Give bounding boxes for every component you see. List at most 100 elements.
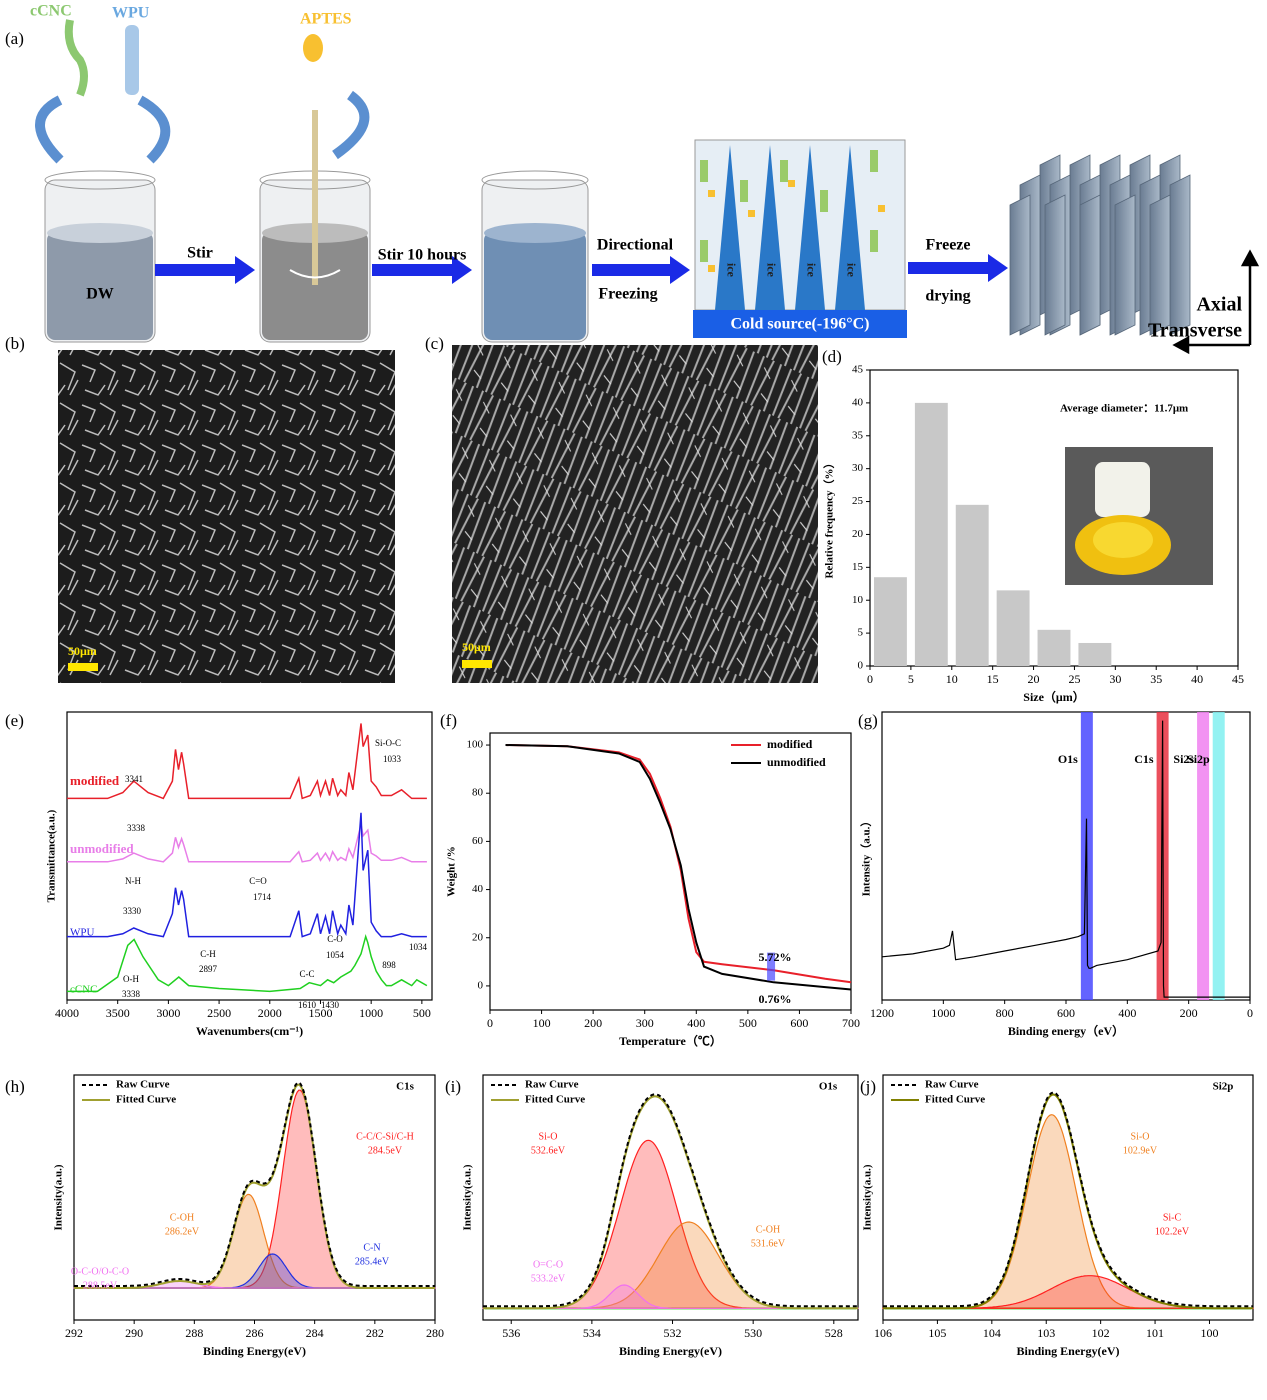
y-tick-label: 100 bbox=[467, 739, 484, 751]
y-tick-label: 10 bbox=[852, 594, 864, 606]
x-tick-label: 292 bbox=[65, 1326, 83, 1340]
label: Directional bbox=[597, 237, 674, 254]
annotation: O-H bbox=[123, 974, 139, 984]
x-tick-label: 100 bbox=[533, 1016, 551, 1030]
x-tick-label: 0 bbox=[1247, 1006, 1253, 1020]
bar bbox=[914, 402, 948, 666]
x-tick-label: 200 bbox=[584, 1016, 602, 1030]
x-tick-label: 5 bbox=[908, 672, 914, 686]
panel-label: (g) bbox=[858, 711, 878, 730]
x-tick-label: 288 bbox=[185, 1326, 203, 1340]
series-label: unmodified bbox=[70, 841, 134, 856]
annotation: 898 bbox=[382, 960, 396, 970]
panel-label: (d) bbox=[822, 347, 842, 366]
scale-label: 50μm bbox=[462, 640, 491, 654]
legend-label: Fitted Curve bbox=[925, 1094, 985, 1106]
peak-label: C-OH bbox=[170, 1212, 194, 1223]
scale-label: 50μm bbox=[68, 644, 97, 658]
label: cCNC bbox=[30, 3, 72, 20]
legend-label: Fitted Curve bbox=[525, 1094, 585, 1106]
label: WPU bbox=[112, 5, 150, 22]
peak-label: 102.9eV bbox=[1123, 1145, 1158, 1156]
x-tick-label: 10 bbox=[946, 672, 958, 686]
label: Freeze bbox=[926, 237, 971, 254]
x-tick-label: 0 bbox=[487, 1016, 493, 1030]
x-tick-label: 400 bbox=[1118, 1006, 1136, 1020]
curved-arrow bbox=[332, 90, 370, 160]
y-tick-label: 60 bbox=[472, 835, 484, 847]
bar bbox=[996, 590, 1030, 666]
band bbox=[1197, 712, 1210, 1000]
y-tick-label: 45 bbox=[852, 364, 864, 376]
peak-label: 531.6eV bbox=[751, 1238, 786, 1249]
raw-curve bbox=[883, 1091, 1253, 1308]
x-axis-label: Binding Energy(eV) bbox=[619, 1344, 722, 1358]
y-tick-label: 40 bbox=[472, 883, 484, 895]
curved-arrow bbox=[137, 95, 171, 164]
direction-axes bbox=[1172, 249, 1260, 355]
x-tick-label: 700 bbox=[842, 1016, 860, 1030]
x-tick-label: 104 bbox=[983, 1326, 1001, 1340]
y-tick-label: 15 bbox=[852, 561, 864, 573]
fit-component bbox=[882, 1275, 1254, 1309]
band bbox=[1212, 712, 1225, 1000]
x-axis-label: Binding energy（eV） bbox=[1008, 1023, 1124, 1038]
panel-label: (j) bbox=[860, 1077, 876, 1096]
fit-component bbox=[882, 1114, 1254, 1309]
panel-label: (f) bbox=[440, 711, 457, 730]
label: Stir bbox=[187, 245, 213, 262]
peak-label: C-N bbox=[363, 1242, 380, 1253]
curved-arrow bbox=[35, 95, 64, 164]
x-tick-label: 45 bbox=[1232, 672, 1244, 686]
y-axis-label: Intensity(a.u.) bbox=[53, 1164, 65, 1230]
peak-label: 533.2eV bbox=[531, 1273, 566, 1284]
peak-label: Si-O bbox=[539, 1131, 558, 1142]
plot-frame bbox=[489, 732, 852, 1011]
x-tick-label: 500 bbox=[739, 1016, 757, 1030]
y-axis-label: Relative frequency（%） bbox=[823, 457, 836, 578]
line bbox=[505, 744, 852, 991]
x-tick-label: 1000 bbox=[931, 1006, 955, 1020]
peak-label: 288.5eV bbox=[83, 1280, 118, 1291]
x-tick-label: 800 bbox=[996, 1006, 1014, 1020]
band-label: C1s bbox=[1134, 752, 1154, 766]
x-tick-label: 1200 bbox=[870, 1006, 894, 1020]
scale-bar bbox=[462, 660, 492, 668]
fitted-curve bbox=[883, 1093, 1253, 1310]
x-tick-label: 15 bbox=[987, 672, 999, 686]
x-tick-label: 20 bbox=[1028, 672, 1040, 686]
x-tick-label: 300 bbox=[636, 1016, 654, 1030]
arrow bbox=[155, 254, 1008, 284]
aptes-drop bbox=[303, 34, 323, 62]
x-tick-label: 534 bbox=[583, 1326, 601, 1340]
scale-bar bbox=[68, 663, 98, 671]
label: APTES bbox=[300, 11, 352, 28]
line bbox=[67, 824, 427, 863]
plot-frame bbox=[66, 711, 433, 1001]
annotation: 3338 bbox=[127, 823, 146, 833]
peak-label: 286.2eV bbox=[165, 1226, 200, 1237]
annotation: 0.76% bbox=[759, 992, 792, 1006]
x-tick-label: 400 bbox=[687, 1016, 705, 1030]
y-axis-label: Intensity（a.u.） bbox=[860, 816, 873, 897]
legend-label: Fitted Curve bbox=[116, 1094, 176, 1106]
y-tick-label: 0 bbox=[858, 660, 864, 672]
x-axis-label: Size（μm） bbox=[1023, 689, 1084, 704]
annotation: Average diameter：11.7μm bbox=[1060, 403, 1188, 415]
x-tick-label: 103 bbox=[1037, 1326, 1055, 1340]
y-tick-label: 20 bbox=[852, 528, 864, 540]
x-axis-label: Binding Energy(eV) bbox=[203, 1344, 306, 1358]
annotation: 3338 bbox=[122, 989, 141, 999]
peak-label: 285.4eV bbox=[355, 1256, 390, 1267]
bar bbox=[1078, 642, 1112, 666]
aerogel-columns bbox=[1009, 154, 1191, 336]
x-tick-label: 4000 bbox=[55, 1006, 79, 1020]
legend-label: modified bbox=[767, 737, 813, 751]
bar bbox=[1037, 629, 1071, 666]
y-tick-label: 30 bbox=[852, 462, 864, 474]
band-label: Si2p bbox=[1187, 752, 1210, 766]
annotation: 2897 bbox=[199, 964, 218, 974]
marker bbox=[767, 952, 776, 981]
x-tick-label: 600 bbox=[1057, 1006, 1075, 1020]
peak-label: Si-O bbox=[1131, 1131, 1150, 1142]
